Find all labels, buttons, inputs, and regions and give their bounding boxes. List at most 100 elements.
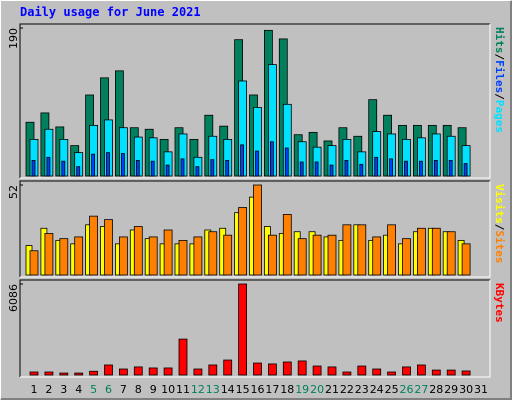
x-tick-label: 9	[150, 383, 157, 396]
bar	[267, 363, 277, 376]
panel-edge	[20, 181, 491, 278]
legend-entry: Hits	[493, 27, 506, 54]
bar	[89, 215, 98, 276]
bar	[357, 224, 367, 276]
bar	[282, 361, 292, 376]
bar	[193, 368, 203, 376]
bar	[416, 227, 426, 276]
legend: KBytes	[493, 283, 506, 323]
legend-entry: Pages	[493, 100, 506, 133]
bar	[133, 226, 143, 276]
x-tick-label: 16	[251, 383, 265, 396]
y-tick-label: 52	[7, 185, 20, 199]
x-tick-label: 11	[176, 383, 190, 396]
bar	[387, 224, 397, 276]
x-tick-label: 26	[400, 383, 414, 396]
x-tick-label: 12	[191, 383, 205, 396]
bar	[374, 156, 379, 177]
bar	[165, 164, 170, 177]
bar	[178, 239, 188, 276]
bar	[133, 366, 143, 376]
legend-separator: /	[493, 93, 506, 100]
bar	[59, 238, 69, 276]
bar	[223, 359, 233, 376]
bar	[461, 370, 471, 376]
bar	[178, 338, 188, 376]
bar	[389, 158, 394, 177]
bar	[238, 283, 248, 376]
bar	[91, 153, 95, 177]
panel-edge	[19, 23, 490, 178]
x-tick-label: 14	[221, 383, 235, 396]
bar	[344, 160, 349, 177]
bar	[225, 160, 230, 177]
bar	[163, 229, 173, 276]
panel-edge	[20, 24, 491, 179]
x-tick-label: 6	[105, 383, 112, 396]
bar	[104, 219, 113, 276]
legend: Hits/Files/Pages	[493, 27, 506, 133]
x-tick-label: 23	[355, 383, 369, 396]
bar	[46, 156, 51, 177]
bar	[193, 236, 203, 276]
bar	[359, 163, 364, 177]
x-tick-label: 30	[459, 383, 473, 396]
bar	[104, 364, 113, 376]
legend-entry: Files	[493, 60, 506, 93]
legend: Visits/Sites	[493, 184, 506, 264]
x-tick-label: 8	[135, 383, 142, 396]
x-tick-label: 20	[310, 383, 324, 396]
bar	[446, 369, 456, 376]
x-tick-label: 22	[340, 383, 354, 396]
bar	[372, 368, 382, 376]
x-tick-label: 24	[370, 383, 384, 396]
legend-separator: /	[493, 224, 506, 231]
x-tick-label: 17	[265, 383, 279, 396]
bar	[106, 152, 110, 177]
bar	[402, 366, 411, 376]
panel-edge	[19, 279, 490, 377]
bar	[148, 367, 158, 376]
bar	[416, 364, 426, 376]
x-tick-label: 31	[474, 383, 488, 396]
bar	[446, 231, 456, 276]
bar	[312, 234, 322, 276]
bar	[148, 236, 158, 276]
bar	[312, 365, 322, 376]
bar	[357, 365, 367, 376]
bar	[463, 163, 468, 177]
bar	[402, 238, 411, 276]
x-tick-label: 18	[280, 383, 294, 396]
bar	[255, 150, 259, 177]
bar	[29, 250, 39, 276]
x-tick-label: 3	[60, 383, 67, 396]
x-tick-label: 4	[75, 383, 82, 396]
x-tick-label: 10	[161, 383, 175, 396]
x-tick-label: 2	[45, 383, 52, 396]
bar	[223, 234, 233, 276]
bar	[180, 158, 185, 177]
bar	[119, 236, 128, 276]
bar	[253, 362, 262, 376]
panel	[20, 280, 490, 377]
bar	[119, 368, 128, 376]
bar	[208, 231, 218, 276]
x-tick-label: 27	[414, 383, 428, 396]
bar	[448, 160, 453, 177]
x-tick-label: 5	[90, 383, 97, 396]
bar	[461, 243, 471, 276]
panel-edge	[20, 280, 491, 378]
bar	[210, 159, 215, 177]
x-tick-label: 13	[206, 383, 220, 396]
x-tick-label: 7	[120, 383, 127, 396]
x-tick-label: 1	[31, 383, 38, 396]
bar	[418, 160, 423, 177]
bar	[61, 160, 66, 177]
panel-edge	[19, 180, 490, 277]
bar	[327, 366, 337, 376]
bar	[297, 238, 307, 276]
bar	[121, 153, 125, 177]
x-tick-label: 19	[295, 383, 309, 396]
bar	[253, 184, 262, 276]
